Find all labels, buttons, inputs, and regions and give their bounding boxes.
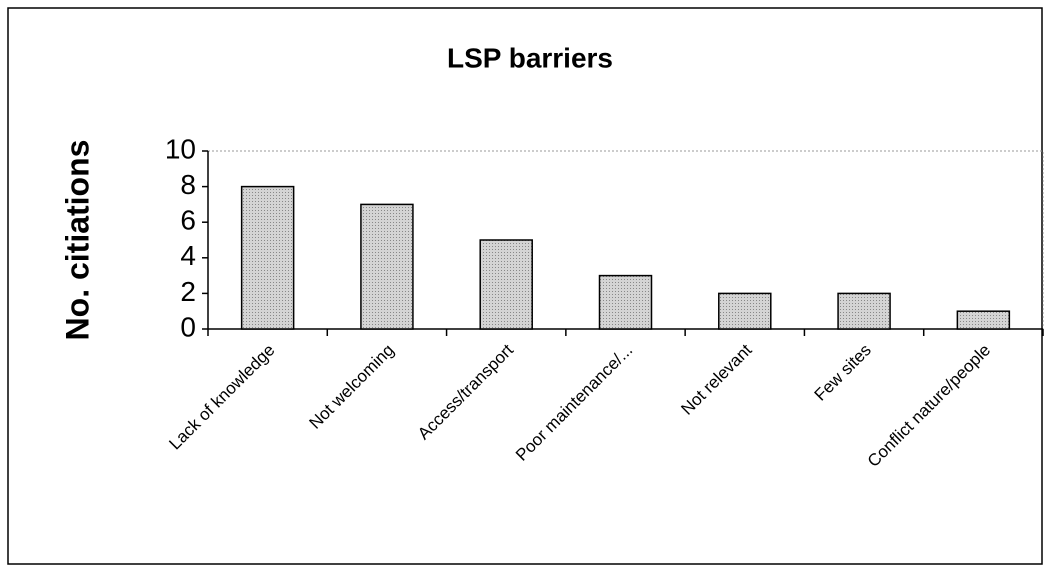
bar xyxy=(598,274,653,330)
y-axis-label: No. citiations xyxy=(59,140,95,341)
y-tick-label: 10 xyxy=(165,133,196,164)
y-tick-label: 0 xyxy=(180,311,196,342)
chart-title: LSP barriers xyxy=(447,42,613,73)
y-tick-label: 4 xyxy=(180,240,196,271)
y-tick-label: 6 xyxy=(180,205,196,236)
y-tick-label: 2 xyxy=(180,276,196,307)
bar xyxy=(479,239,533,330)
bar xyxy=(956,310,1011,330)
bar xyxy=(837,292,891,330)
bar xyxy=(360,203,414,330)
bar xyxy=(718,292,772,330)
y-tick-label: 8 xyxy=(180,169,196,200)
bar xyxy=(240,185,295,330)
